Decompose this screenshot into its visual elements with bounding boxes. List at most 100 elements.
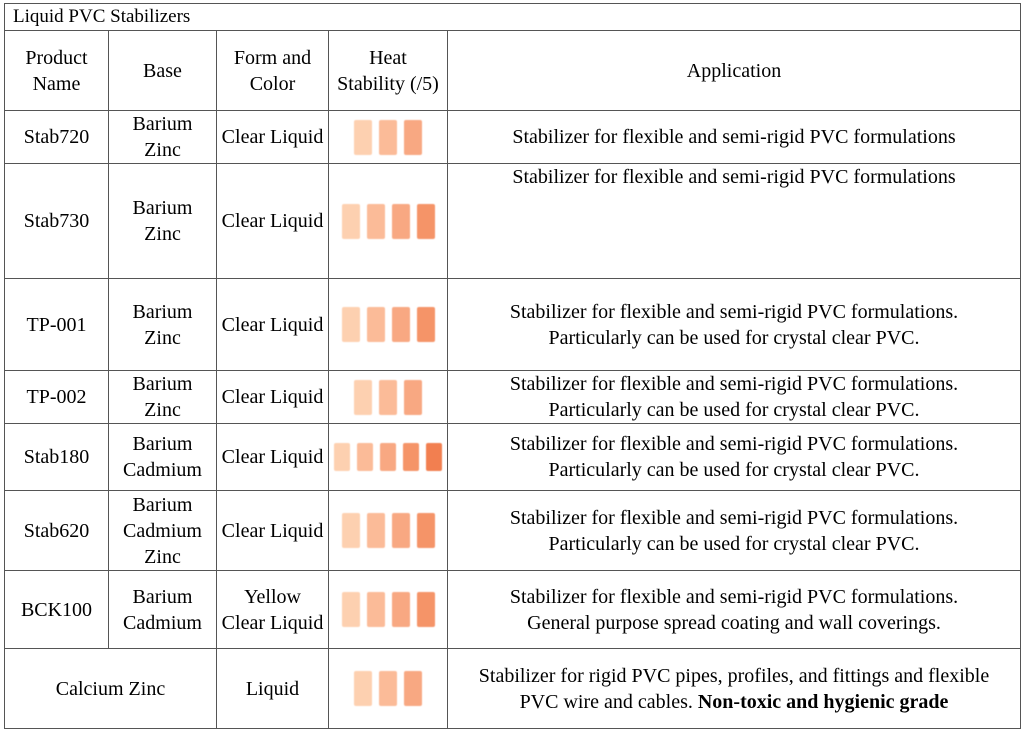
application: Stabilizer for flexible and semi-rigid P… — [447, 490, 1021, 571]
heat-stability-blocks — [333, 203, 443, 239]
heat-block — [341, 592, 360, 627]
header-base: Base — [108, 30, 217, 111]
heat-stability — [328, 570, 448, 649]
form-color: Clear Liquid — [216, 423, 329, 491]
application-line: Stabilizer for flexible and semi-rigid P… — [509, 300, 959, 323]
application: Stabilizer for rigid PVC pipes, profiles… — [447, 648, 1021, 729]
application-line: Stabilizer for flexible and semi-rigid P… — [512, 126, 956, 148]
heat-block — [354, 119, 372, 155]
heat-block — [354, 379, 372, 415]
heat-block — [379, 119, 397, 155]
application: Stabilizer for flexible and semi-rigid P… — [447, 278, 1021, 371]
product-name: TP-002 — [4, 370, 109, 424]
header-form: Form and Color — [216, 30, 329, 111]
application-text: Stabilizer for rigid PVC pipes, profiles… — [478, 664, 990, 713]
heat-stability-blocks — [333, 307, 443, 342]
table-row: Calcium Zinc Liquid Stabilizer for rigid… — [4, 648, 1021, 729]
header-product-name: Product Name — [4, 30, 109, 111]
heat-block — [341, 203, 360, 239]
form-color: Liquid — [216, 648, 329, 729]
application: Stabilizer for flexible and semi-rigid P… — [447, 163, 1021, 279]
heat-block — [416, 307, 435, 342]
application-line: Stabilizer for flexible and semi-rigid P… — [509, 585, 959, 608]
application-line: Particularly can be used for crystal cle… — [548, 459, 920, 481]
application-line: Particularly can be used for crystal cle… — [548, 326, 920, 349]
table-row: TP-002 Barium Zinc Clear Liquid Stabiliz… — [4, 370, 1021, 424]
table-row: Stab730 Barium Zinc Clear Liquid Stabili… — [4, 163, 1021, 279]
heat-block — [404, 671, 422, 706]
heat-block — [426, 443, 442, 471]
heat-stability — [328, 370, 448, 424]
heat-stability — [328, 110, 448, 164]
product-name: Stab730 — [4, 163, 109, 279]
heat-block — [366, 592, 385, 627]
product-name: Calcium Zinc — [4, 648, 217, 729]
header-row: Product Name Base Form and Color Heat St… — [4, 30, 1021, 111]
heat-block — [354, 671, 372, 706]
application-line: Stabilizer for flexible and semi-rigid P… — [509, 506, 959, 529]
product-name: TP-001 — [4, 278, 109, 371]
heat-block — [341, 513, 360, 548]
table-row: TP-001 Barium Zinc Clear Liquid Stabiliz… — [4, 278, 1021, 371]
base: Barium Zinc — [108, 110, 217, 164]
heat-stability — [328, 278, 448, 371]
heat-stability-blocks — [333, 592, 443, 627]
heat-block — [404, 119, 422, 155]
application-line: Stabilizer for flexible and semi-rigid P… — [509, 433, 959, 455]
application: Stabilizer for flexible and semi-rigid P… — [447, 370, 1021, 424]
header-heat: Heat Stability (/5) — [328, 30, 448, 111]
form-color: Clear Liquid — [216, 490, 329, 571]
heat-block — [404, 379, 422, 415]
product-name: Stab620 — [4, 490, 109, 571]
heat-block — [391, 307, 410, 342]
application-line: Particularly can be used for crystal cle… — [548, 532, 920, 555]
base: Barium Zinc — [108, 163, 217, 279]
table-row: Stab720 Barium Zinc Clear Liquid Stabili… — [4, 110, 1021, 164]
table-row: Stab620 Barium Cadmium Zinc Clear Liquid… — [4, 490, 1021, 571]
form-color: Clear Liquid — [216, 278, 329, 371]
heat-block — [403, 443, 419, 471]
table-row: Stab180 Barium Cadmium Clear Liquid Stab… — [4, 423, 1021, 491]
base: Barium Cadmium — [108, 423, 217, 491]
application-line: Stabilizer for flexible and semi-rigid P… — [509, 373, 959, 395]
application: Stabilizer for flexible and semi-rigid P… — [447, 423, 1021, 491]
heat-block — [357, 443, 373, 471]
application: Stabilizer for flexible and semi-rigid P… — [447, 110, 1021, 164]
application: Stabilizer for flexible and semi-rigid P… — [447, 570, 1021, 649]
heat-stability-blocks — [333, 671, 443, 706]
heat-stability-blocks — [333, 443, 443, 471]
heat-stability-blocks — [333, 513, 443, 548]
table-row: BCK100 Barium Cadmium Yellow Clear Liqui… — [4, 570, 1021, 649]
heat-stability — [328, 648, 448, 729]
heat-block — [334, 443, 350, 471]
heat-block — [416, 592, 435, 627]
heat-block — [379, 379, 397, 415]
product-name: BCK100 — [4, 570, 109, 649]
heat-block — [379, 671, 397, 706]
heat-stability-blocks — [333, 379, 443, 415]
form-color: Clear Liquid — [216, 370, 329, 424]
heat-block — [366, 203, 385, 239]
base: Barium Cadmium — [108, 570, 217, 649]
heat-stability-blocks — [333, 119, 443, 155]
stabilizers-table: Liquid PVC Stabilizers Product Name Base… — [4, 3, 1021, 729]
heat-block — [391, 592, 410, 627]
application-bold-text: Non-toxic and hygienic grade — [697, 690, 949, 713]
heat-stability — [328, 163, 448, 279]
table-title: Liquid PVC Stabilizers — [4, 3, 1021, 31]
heat-stability — [328, 490, 448, 571]
form-color: Yellow Clear Liquid — [216, 570, 329, 649]
heat-block — [380, 443, 396, 471]
application-line: General purpose spread coating and wall … — [527, 611, 941, 634]
heat-block — [366, 307, 385, 342]
base: Barium Cadmium Zinc — [108, 490, 217, 571]
application-line: Stabilizer for flexible and semi-rigid P… — [512, 166, 956, 188]
form-color: Clear Liquid — [216, 163, 329, 279]
heat-block — [391, 203, 410, 239]
header-application: Application — [447, 30, 1021, 111]
product-name: Stab180 — [4, 423, 109, 491]
heat-block — [366, 513, 385, 548]
heat-block — [416, 513, 435, 548]
base: Barium Zinc — [108, 370, 217, 424]
heat-block — [416, 203, 435, 239]
